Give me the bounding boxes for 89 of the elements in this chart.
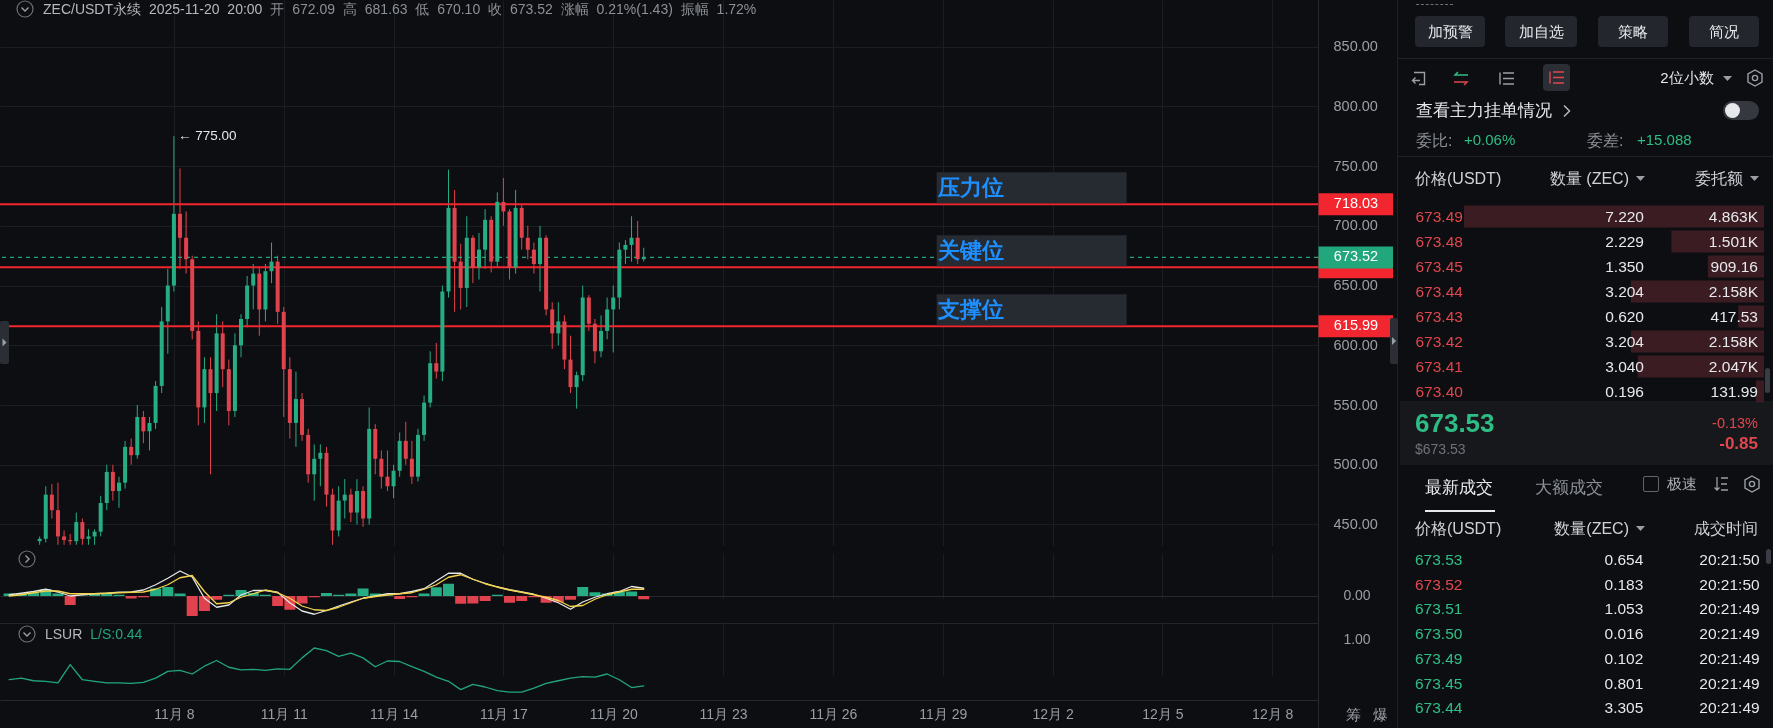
y-tick-label: 450.00 [1333,515,1378,532]
y-tick-label: 550.00 [1333,396,1378,413]
text: -0.13% [1712,413,1758,433]
chart-title: ZEC/USDT永续 2025-11-20 20:00 [43,1,263,17]
text: 大额成交 [1535,477,1603,499]
y-tick-label: 673.44 [1415,282,1464,300]
x-tick-label: 11月 29 [919,705,968,722]
y-tick-label: 673.41 [1415,357,1463,375]
text: 查看主力挂单情况 [1416,100,1552,122]
text: 673.51 1.053 20:21:49 [1415,599,1760,617]
y-tick-label: 850.00 [1333,38,1378,55]
y-tick-label: 673.42 [1415,332,1463,350]
text: 673.44 3.305 20:21:49 [1415,698,1760,716]
x-tick-label: 11月 20 [589,705,638,722]
text: 爆 [1372,705,1388,725]
ref-line-label: 718.03 [1333,195,1379,212]
text: 673.53 0.654 20:21:50 [1415,550,1760,568]
text: 极速 [1667,474,1697,494]
button: 加预警 [1415,16,1485,47]
annotation: ← 775.00 [177,128,237,144]
data-label: 1.501K [1708,232,1759,250]
annotation: 3.204 [1605,332,1645,350]
text: 673.53 [1415,407,1495,440]
data-label: 4.863K [1708,207,1759,225]
y-tick-label: 673.49 [1415,207,1463,225]
annotation: 0.196 [1605,382,1644,400]
text: 673.50 0.016 20:21:49 [1415,624,1760,642]
text: 最新成交 [1425,477,1493,499]
annotation: 7.220 [1605,207,1645,225]
ref-line-label: 673.52 [1333,248,1379,265]
annotation: 关键位 [936,238,1004,264]
y-tick-label: 673.40 [1415,382,1464,400]
y-tick-label: 673.48 [1415,232,1463,250]
text: -0.85 [1719,433,1758,455]
text: 673.45 0.801 20:21:49 [1415,674,1760,691]
text: 价格(USDT) [1415,518,1502,539]
y-tick-label: 673.43 [1415,307,1463,325]
button: 加自选 [1505,16,1577,47]
text: 数量(ZEC) [1554,518,1629,539]
x-tick-label: 11月 8 [154,705,195,722]
x-tick-label: 12月 8 [1252,705,1294,722]
data-label: 909.16 [1710,257,1758,275]
data-label: 417.53 [1710,307,1758,325]
text: 2位小数 [1660,68,1714,88]
text: 0.00 [1343,587,1371,603]
annotation: 2.229 [1605,232,1644,250]
text: 委比: [1416,130,1453,151]
text: +0.06% [1464,130,1516,150]
x-axis-title: 委托额 [1695,170,1743,187]
x-tick-label: 11月 23 [699,705,748,722]
text: +15.088 [1637,130,1692,150]
button: 简况 [1689,16,1759,47]
data-label: 131.99 [1710,382,1758,400]
y-tick-label: 673.45 [1415,257,1463,275]
chart-subtitle: 开 672.09 高 681.63 低 670.10 收 673.52 涨幅 0.21%(1.43) 振幅 1.72% [270,1,757,17]
annotation: 1.350 [1605,257,1645,275]
text: 673.52 0.183 20:21:50 [1415,575,1760,593]
x-tick-label: 11月 14 [370,705,419,722]
text: L/S:0.44 [90,625,143,642]
data-label: 2.158K [1708,282,1759,300]
text: $673.53 [1415,440,1466,458]
x-tick-label: 12月 5 [1142,705,1184,722]
text: 筹 [1345,705,1361,725]
annotation: 压力位 [936,175,1004,201]
y-tick-label: 600.00 [1333,336,1378,353]
x-tick-label: 11月 26 [809,705,858,722]
y-tick-label: 700.00 [1333,217,1378,234]
annotation: 0.620 [1605,307,1645,325]
chart-title: LSUR [45,625,83,642]
y-tick-label: 750.00 [1333,157,1378,174]
y-axis-title: 价格(USDT) [1414,170,1502,187]
annotation: 3.040 [1605,357,1645,375]
button: 策略 [1598,16,1668,47]
annotation: 支撑位 [936,297,1004,323]
y-tick-label: 800.00 [1333,97,1378,114]
annotation: 3.204 [1605,282,1645,300]
ref-line-label: 615.99 [1333,317,1379,334]
x-tick-label: 11月 17 [479,705,529,722]
data-label: 2.158K [1708,332,1759,350]
text: 委差: [1587,130,1624,151]
text: 数量 (ZEC) [1549,170,1629,187]
x-tick-label: 12月 2 [1032,705,1074,722]
text: 成交时间 [1694,518,1758,539]
text: 1.00 [1343,631,1371,647]
y-tick-label: 500.00 [1333,456,1378,473]
text: 673.49 0.102 20:21:49 [1415,649,1760,667]
data-label: 2.047K [1708,357,1759,375]
x-tick-label: 11月 11 [260,705,308,722]
y-tick-label: 650.00 [1333,277,1378,294]
